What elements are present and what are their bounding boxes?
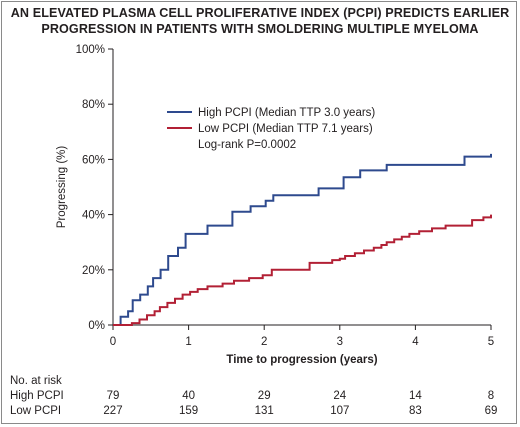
y-tick-label: 20%	[82, 265, 105, 277]
logrank-annotation: Log-rank P=0.0002	[198, 139, 296, 151]
risk-table-cell: 131	[255, 405, 274, 417]
x-tick-label: 0	[110, 336, 116, 348]
risk-table-cell: 29	[258, 390, 271, 402]
risk-table-cell: 8	[488, 390, 494, 402]
y-tick-label: 40%	[82, 210, 105, 222]
series-line-low-pcpi	[113, 214, 492, 326]
risk-table-cell: 40	[182, 390, 195, 402]
risk-table-title: No. at risk	[10, 375, 62, 387]
risk-table-row-label: High PCPI	[10, 390, 64, 402]
legend-label-low-pcpi: Low PCPI (Median TTP 7.1 years)	[198, 123, 373, 135]
risk-table-cell: 227	[103, 405, 122, 417]
y-tick-label: 100%	[76, 44, 105, 56]
risk-table-cell: 107	[330, 405, 349, 417]
risk-table-cell: 79	[107, 390, 120, 402]
x-tick-label: 1	[185, 336, 191, 348]
y-tick-label: 0%	[88, 320, 105, 332]
risk-table-cell: 69	[485, 405, 498, 417]
risk-table-cell: 83	[409, 405, 422, 417]
chart-title-line-1: AN ELEVATED PLASMA CELL PROLIFERATIVE IN…	[10, 6, 510, 20]
risk-table-cell: 159	[179, 405, 198, 417]
risk-table-cell: 14	[409, 390, 422, 402]
legend-label-high-pcpi: High PCPI (Median TTP 3.0 years)	[198, 107, 375, 119]
series-line-high-pcpi	[113, 153, 492, 326]
risk-table-row-label: Low PCPI	[10, 405, 61, 417]
x-tick-label: 5	[488, 336, 494, 348]
x-tick-label: 2	[261, 336, 267, 348]
chart-title-line-2: PROGRESSION IN PATIENTS WITH SMOLDERING …	[41, 21, 479, 36]
y-tick-label: 80%	[82, 99, 105, 111]
chart-title: AN ELEVATED PLASMA CELL PROLIFERATIVE IN…	[0, 6, 520, 37]
x-tick-label: 3	[337, 336, 343, 348]
y-axis-label: Progressing (%)	[56, 146, 68, 229]
y-tick-label: 60%	[82, 154, 105, 166]
risk-table-cell: 24	[333, 390, 346, 402]
x-tick-label: 4	[412, 336, 419, 348]
x-axis-label: Time to progression (years)	[226, 354, 377, 366]
